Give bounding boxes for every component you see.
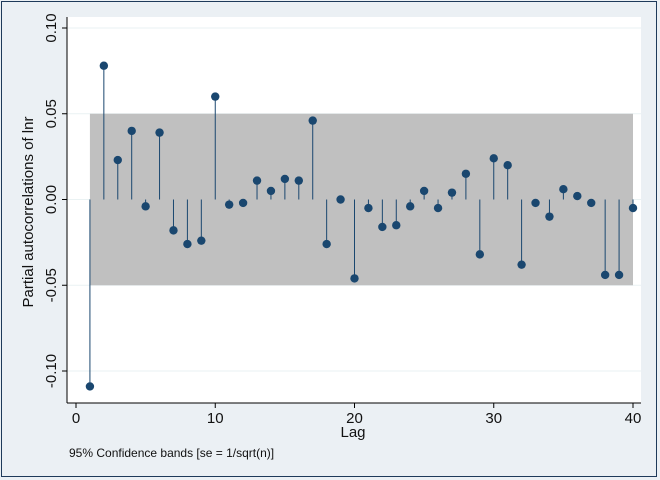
data-point-lag-28	[461, 169, 471, 178]
chart-note: 95% Confidence bands [se = 1/sqrt(n)]	[69, 446, 274, 460]
data-point-lag-40	[628, 203, 638, 213]
data-point-lag-38	[600, 270, 610, 280]
y-axis-title: Partial autocorrelations of lnr	[20, 117, 37, 308]
x-axis-ticks: 0 10 20 30 40	[72, 403, 642, 427]
data-point-lag-6	[155, 128, 164, 137]
data-point-lag-26	[433, 203, 443, 213]
data-point-lag-7	[169, 226, 178, 235]
data-points	[85, 61, 638, 391]
data-point-lag-2	[99, 61, 109, 70]
x-tick-label-4: 40	[625, 410, 642, 427]
data-point-lag-22	[378, 222, 387, 232]
y-tick-label-0: -0.10	[43, 354, 60, 388]
y-tick-label-1: -0.05	[43, 268, 60, 302]
data-point-lag-16	[294, 176, 303, 185]
y-tick-label-4: 0.10	[43, 13, 60, 42]
data-point-lag-27	[447, 188, 457, 197]
data-point-lag-3	[113, 155, 122, 165]
data-point-lag-15	[280, 174, 290, 184]
y-axis-ticks: -0.10 -0.05 0.00 0.05 0.10	[43, 13, 67, 388]
data-point-lag-37	[587, 198, 596, 208]
data-point-lag-9	[197, 236, 206, 245]
data-point-lag-10	[211, 92, 220, 101]
data-point-lag-11	[224, 200, 234, 209]
data-point-lag-13	[252, 176, 262, 185]
y-tick-label-2: 0.00	[43, 185, 60, 214]
data-point-lag-14	[266, 186, 276, 196]
data-point-lag-19	[336, 195, 345, 204]
data-point-lag-18	[322, 239, 331, 249]
data-point-lag-33	[531, 198, 540, 208]
data-point-lag-4	[127, 126, 136, 136]
confidence-band	[89, 113, 634, 286]
data-point-lag-36	[573, 191, 582, 201]
data-point-lag-35	[559, 185, 568, 194]
data-point-lag-32	[517, 260, 526, 269]
data-point-lag-25	[419, 186, 429, 196]
data-point-lag-23	[392, 221, 401, 230]
data-point-lag-1	[85, 382, 95, 391]
data-point-lag-30	[489, 154, 498, 163]
y-tick-label-3: 0.05	[43, 99, 60, 128]
data-point-lag-8	[183, 239, 192, 249]
data-point-lag-29	[475, 250, 485, 259]
x-tick-label-2: 20	[346, 410, 363, 427]
data-point-lag-34	[545, 212, 554, 221]
data-point-lag-39	[614, 270, 624, 280]
data-point-lag-5	[141, 202, 150, 211]
x-tick-label-1: 10	[207, 410, 224, 427]
data-point-lag-20	[350, 274, 359, 283]
data-point-lag-21	[364, 203, 373, 213]
data-point-lag-12	[238, 198, 248, 208]
x-axis-title: Lag	[340, 424, 365, 441]
data-point-lag-31	[503, 161, 512, 170]
x-tick-label-3: 30	[485, 410, 502, 427]
data-point-lag-17	[308, 116, 317, 125]
data-point-lag-24	[406, 202, 415, 211]
x-tick-label-0: 0	[72, 410, 80, 427]
